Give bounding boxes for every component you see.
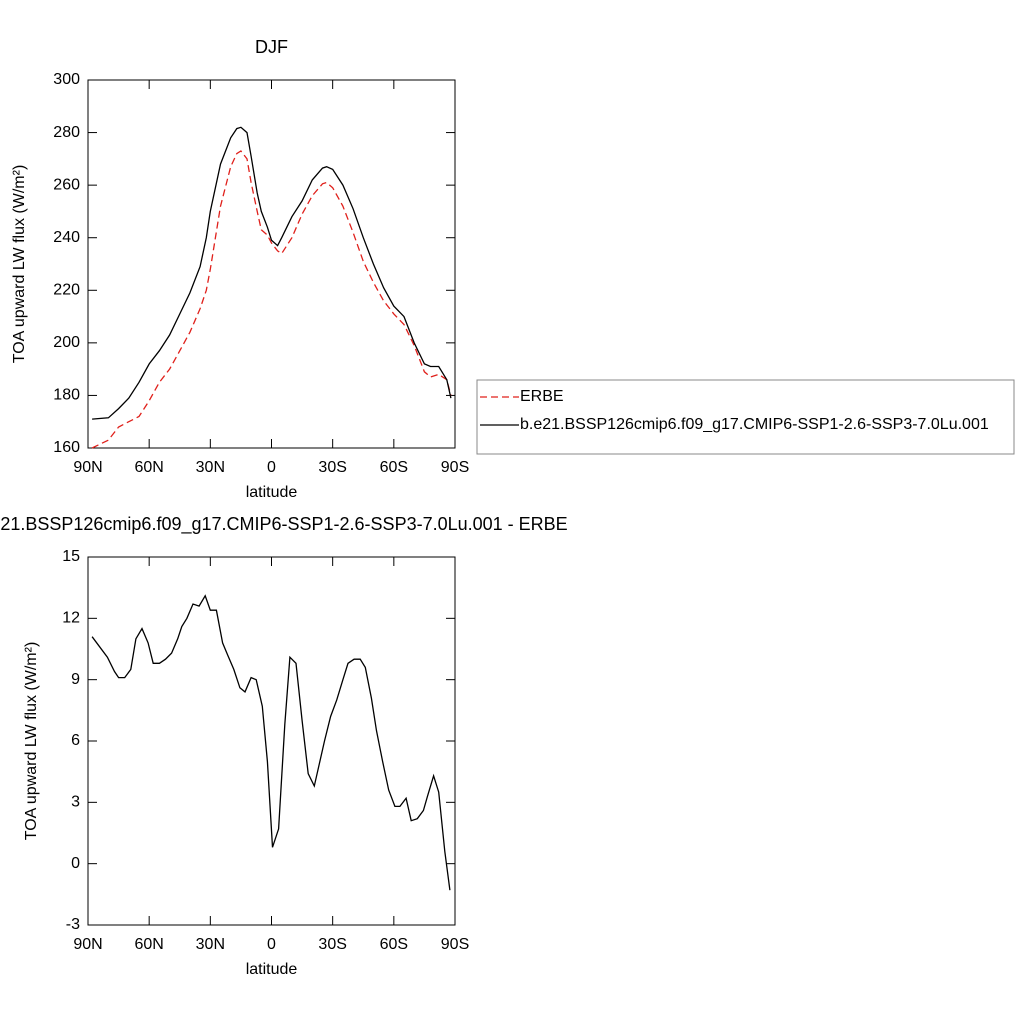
y-tick-label: 280 — [53, 124, 80, 141]
x-tick-label: 0 — [267, 459, 276, 476]
y-axis-label: TOA upward LW flux (W/m²) — [11, 165, 28, 364]
x-tick-label: 90S — [441, 936, 469, 953]
y-axis-label: TOA upward LW flux (W/m²) — [23, 642, 40, 841]
x-axis-label: latitude — [246, 961, 298, 978]
y-tick-label: 180 — [53, 387, 80, 404]
legend-box — [476, 379, 1015, 455]
y-tick-label: 0 — [71, 855, 80, 872]
y-tick-label: 6 — [71, 732, 80, 749]
y-tick-label: 200 — [53, 334, 80, 351]
data-line — [92, 126, 452, 420]
x-tick-label: 30S — [318, 459, 346, 476]
y-tick-label: 12 — [62, 610, 80, 627]
y-tick-label: 300 — [53, 71, 80, 88]
chart-title: DJF — [255, 37, 288, 57]
x-tick-label: 60S — [380, 459, 408, 476]
y-tick-label: 9 — [71, 671, 80, 688]
y-tick-label: 160 — [53, 439, 80, 456]
data-line — [91, 594, 451, 891]
x-tick-label: 90N — [73, 459, 102, 476]
x-tick-label: 60N — [134, 936, 163, 953]
plot-frame — [87, 79, 456, 449]
chart-title: b.e21.BSSP126cmip6.f09_g17.CMIP6-SSP1-2.… — [0, 514, 568, 535]
x-axis-label: latitude — [246, 484, 298, 501]
x-tick-label: 60N — [134, 459, 163, 476]
y-tick-label: 3 — [71, 794, 80, 811]
x-tick-label: 60S — [380, 936, 408, 953]
data-line — [91, 150, 452, 449]
x-tick-label: 30N — [196, 936, 225, 953]
x-tick-label: 30S — [318, 936, 346, 953]
y-tick-label: -3 — [66, 916, 80, 933]
legend-label: ERBE — [520, 388, 564, 405]
y-tick-label: 260 — [53, 176, 80, 193]
plot-frame — [87, 556, 456, 926]
x-tick-label: 90N — [73, 936, 102, 953]
x-tick-label: 90S — [441, 459, 469, 476]
y-tick-label: 240 — [53, 229, 80, 246]
x-tick-label: 0 — [267, 936, 276, 953]
y-tick-label: 220 — [53, 282, 80, 299]
legend-label: b.e21.BSSP126cmip6.f09_g17.CMIP6-SSP1-2.… — [520, 416, 989, 433]
y-tick-label: 15 — [62, 548, 80, 565]
x-tick-label: 30N — [196, 459, 225, 476]
